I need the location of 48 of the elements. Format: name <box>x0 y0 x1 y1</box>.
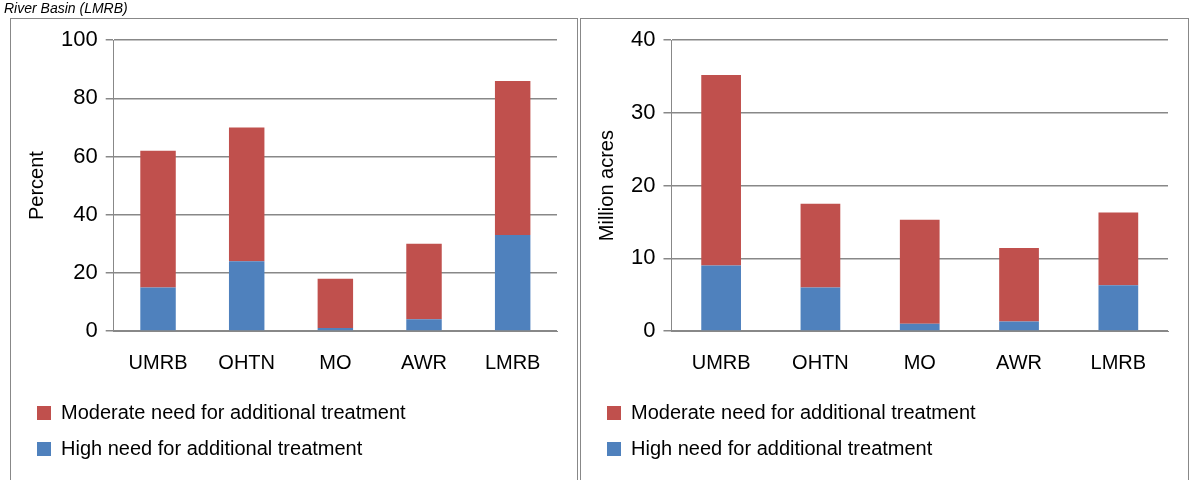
text: River Basin (LMRB) <box>4 0 128 16</box>
x-tick-label: AWR <box>996 350 1042 373</box>
bar <box>228 261 265 331</box>
legend-label: High need for additional treatment <box>631 436 933 459</box>
y-tick-label: 20 <box>630 171 656 197</box>
x-tick-label: LMRB <box>1090 350 1147 373</box>
bar <box>1098 212 1139 286</box>
bar <box>406 243 442 320</box>
bar <box>317 328 354 331</box>
x-tick-label: UMRB <box>691 350 751 373</box>
bar <box>406 319 442 331</box>
x-tick-label: MO <box>903 350 936 373</box>
bar <box>800 203 841 288</box>
y-tick-label: 0 <box>85 317 98 343</box>
x-tick-label: MO <box>319 350 352 373</box>
legend-label: High need for additional treatment <box>61 436 363 459</box>
x-tick-label: AWR <box>401 350 447 373</box>
bar <box>999 321 1039 331</box>
y-tick-label: 40 <box>73 200 98 226</box>
x-tick-label: OHTN <box>792 350 849 373</box>
y-axis-title: Percent <box>24 150 47 221</box>
y-tick-label: 60 <box>73 142 98 168</box>
y-tick-label: 0 <box>643 317 656 343</box>
y-tick-label: 80 <box>73 84 98 110</box>
bar <box>800 287 841 331</box>
bar <box>494 235 531 331</box>
x-tick-label: OHTN <box>218 350 276 373</box>
x-tick-label: LMRB <box>484 350 541 373</box>
bar <box>999 248 1039 322</box>
bar <box>701 75 741 266</box>
bar <box>317 278 354 329</box>
bar <box>701 265 741 331</box>
bar <box>899 219 940 324</box>
bar <box>494 80 531 236</box>
x-tick-label: UMRB <box>128 350 188 373</box>
bar <box>140 150 176 288</box>
y-tick-label: 30 <box>630 98 656 124</box>
y-tick-label: 40 <box>630 26 656 52</box>
bar <box>1098 285 1139 331</box>
y-tick-label: 20 <box>73 258 98 284</box>
y-tick-label: 10 <box>630 244 656 270</box>
legend-label: Moderate need for additional treatment <box>631 400 977 423</box>
legend-label: Moderate need for additional treatment <box>61 400 407 423</box>
bar <box>228 127 265 262</box>
y-axis-title: Million acres <box>594 130 617 242</box>
bar <box>899 323 940 331</box>
y-tick-label: 100 <box>60 26 98 52</box>
bar <box>140 287 176 331</box>
